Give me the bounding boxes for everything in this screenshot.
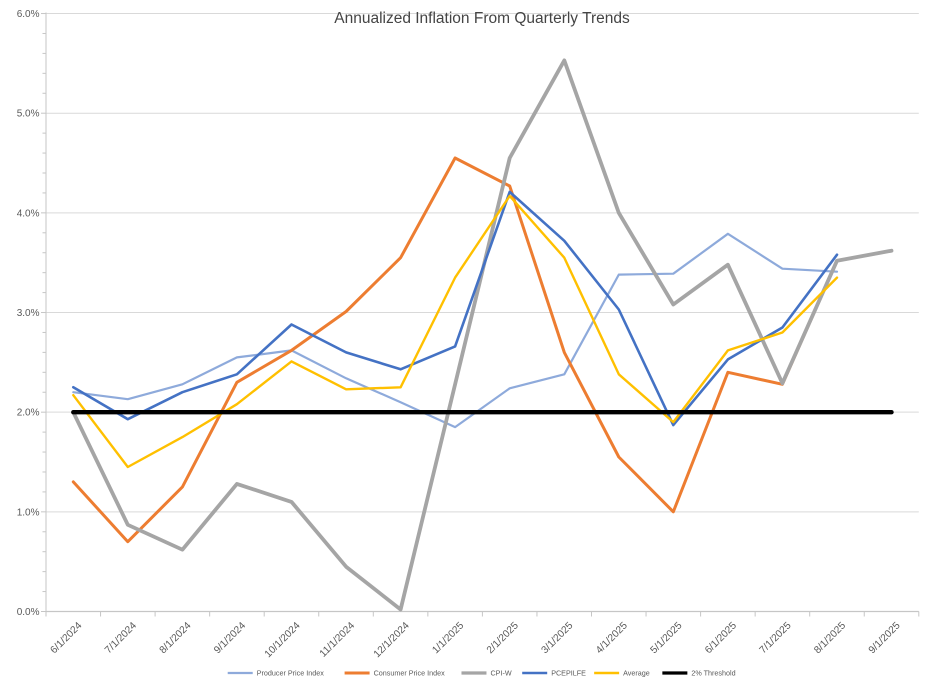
- legend-item-cpi-w: CPI-W: [461, 669, 512, 678]
- x-axis-label: 8/1/2024: [158, 620, 194, 656]
- series-line-consumer-price-index: [71, 156, 893, 544]
- legend-label: Consumer Price Index: [374, 669, 446, 678]
- gridlines: [46, 13, 919, 612]
- series-line-producer-price-index: [72, 232, 839, 429]
- legend-item-2-threshold: 2% Threshold: [662, 669, 736, 678]
- x-axis-label: 6/1/2024: [49, 620, 85, 656]
- y-axis-label: 6.0%: [17, 9, 40, 20]
- x-axis-label: 1/1/2025: [430, 620, 466, 656]
- x-axis-label: 10/1/2024: [263, 620, 303, 660]
- legend-item-average: Average: [594, 669, 650, 678]
- series-line-average: [72, 194, 839, 469]
- y-axis-label: 4.0%: [17, 208, 40, 219]
- legend-label: CPI-W: [490, 669, 511, 678]
- y-axis-label: 3.0%: [17, 308, 40, 319]
- series-line-pcepilfe: [72, 190, 839, 427]
- y-axis-label: 1.0%: [17, 507, 40, 518]
- legend-label: Average: [623, 669, 650, 678]
- legend-label: 2% Threshold: [691, 669, 735, 678]
- y-axis-label: 2.0%: [17, 408, 40, 419]
- chart-title: Annualized Inflation From Quarterly Tren…: [334, 10, 630, 27]
- x-axis-label: 6/1/2025: [703, 620, 739, 656]
- axes: [41, 12, 920, 617]
- legend-item-consumer-price-index: Consumer Price Index: [344, 669, 446, 678]
- legend: Producer Price Index Consumer Price Index…: [227, 669, 736, 678]
- x-axis-label: 7/1/2025: [758, 620, 794, 656]
- x-axis-label: 9/1/2024: [212, 620, 248, 656]
- x-axis-label: 5/1/2025: [649, 620, 685, 656]
- x-axis-label: 4/1/2025: [594, 620, 630, 656]
- x-axis-label: 12/1/2024: [372, 620, 412, 660]
- x-axis-label: 2/1/2025: [485, 620, 521, 656]
- x-axis-label: 11/1/2024: [318, 620, 358, 660]
- x-axis-label: 3/1/2025: [540, 620, 576, 656]
- x-axis-label: 9/1/2025: [867, 620, 903, 656]
- legend-label: Producer Price Index: [257, 669, 325, 678]
- x-axis-label: 8/1/2025: [812, 620, 848, 656]
- legend-label: PCEPILFE: [551, 669, 586, 678]
- series-lines: [71, 58, 894, 612]
- y-axis-label: 0.0%: [17, 607, 40, 618]
- y-axis-label: 5.0%: [17, 109, 40, 120]
- legend-item-producer-price-index: Producer Price Index: [227, 669, 325, 678]
- x-axis-label: 7/1/2024: [103, 620, 139, 656]
- legend-item-pcepilfe: PCEPILFE: [522, 669, 586, 678]
